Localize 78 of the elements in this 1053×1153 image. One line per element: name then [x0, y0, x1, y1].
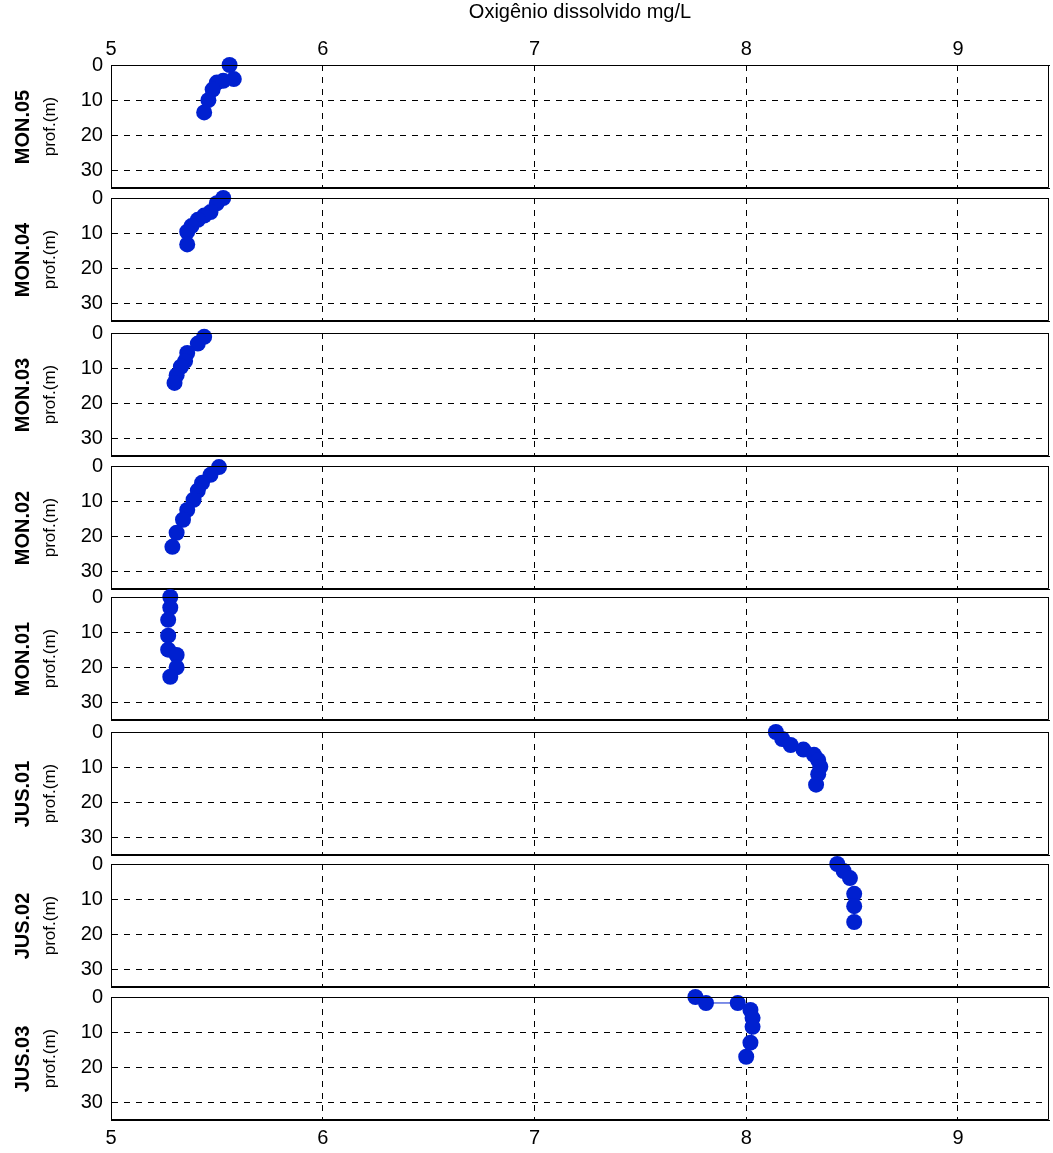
y-tick-label: 0 [91, 851, 103, 874]
y-tick-label: 20 [80, 523, 103, 546]
point [697, 994, 714, 1011]
text: JUS.03 [10, 1025, 34, 1092]
point [729, 994, 746, 1011]
x2-tick-label: 6 [317, 36, 329, 59]
y-tick-label: 30 [80, 689, 103, 712]
y-tick-label: 20 [80, 255, 103, 278]
y-tick-label: 30 [80, 425, 103, 448]
point [168, 524, 185, 541]
point [742, 1034, 759, 1051]
y-tick-label: 0 [91, 320, 103, 343]
y-axis-title: prof.(m) [39, 763, 59, 824]
text: MON.02 [10, 490, 34, 565]
text: JUS.02 [10, 892, 34, 959]
y-tick-label: 20 [80, 122, 103, 145]
y-tick-label: 10 [80, 355, 103, 378]
point [846, 913, 863, 930]
y-tick-label: 30 [80, 157, 103, 180]
point [164, 538, 181, 555]
y-tick-label: 10 [80, 886, 103, 909]
y-tick-label: 10 [80, 220, 103, 243]
y-tick-label: 10 [80, 488, 103, 511]
text: JUS.01 [10, 760, 34, 827]
y-tick-label: 20 [80, 789, 103, 812]
y-tick-label: 30 [80, 558, 103, 581]
x-tick-label: 6 [317, 1125, 329, 1148]
y-tick-label: 10 [80, 87, 103, 110]
y-tick-label: 20 [80, 921, 103, 944]
y-axis-title: prof.(m) [39, 628, 59, 689]
y-tick-label: 30 [80, 824, 103, 847]
y-axis-title: prof.(m) [39, 229, 59, 290]
y-tick-label: 0 [91, 185, 103, 208]
text: MON.01 [10, 621, 34, 696]
y-tick-label: 0 [91, 52, 103, 75]
y-axis-title: prof.(m) [39, 364, 59, 425]
x2-axis-title: Oxigênio dissolvido mg/L [468, 0, 692, 22]
y-tick-label: 0 [91, 984, 103, 1007]
y-tick-label: 10 [80, 754, 103, 777]
y-tick-label: 10 [80, 1019, 103, 1042]
y-axis-title: prof.(m) [39, 1028, 59, 1089]
point [189, 335, 206, 352]
point [179, 236, 196, 253]
x2-tick-label: 9 [952, 36, 964, 59]
y-tick-label: 30 [80, 956, 103, 979]
point [196, 104, 213, 121]
x-tick-label: 8 [740, 1125, 752, 1148]
point [738, 1048, 755, 1065]
y-tick-label: 30 [80, 1089, 103, 1112]
point [846, 898, 863, 915]
y-tick-label: 20 [80, 654, 103, 677]
x-tick-label: 7 [528, 1125, 541, 1148]
point [808, 776, 825, 793]
point [782, 737, 799, 753]
point [841, 870, 858, 887]
y-tick-label: 20 [80, 1054, 103, 1077]
y-tick-label: 10 [80, 619, 103, 642]
y-axis-title: prof.(m) [39, 96, 59, 157]
x2-tick-label: 5 [105, 36, 117, 59]
text: MON.05 [10, 89, 34, 164]
x2-tick-label: 7 [528, 36, 541, 59]
point [200, 92, 217, 109]
point [174, 511, 191, 528]
y-tick-label: 20 [80, 390, 103, 413]
y-tick-label: 0 [91, 584, 103, 607]
x2-tick-label: 8 [740, 36, 752, 59]
text: MON.04 [10, 222, 34, 297]
point [160, 611, 177, 628]
text: MON.03 [10, 357, 34, 432]
point [160, 627, 177, 644]
y-tick-label: 0 [91, 719, 103, 742]
x-tick-label: 5 [105, 1125, 117, 1148]
point [162, 668, 179, 685]
x-tick-label: 9 [952, 1125, 964, 1148]
y-tick-label: 30 [80, 290, 103, 313]
y-axis-title: prof.(m) [39, 497, 59, 558]
y-axis-title: prof.(m) [39, 895, 59, 956]
y-tick-label: 0 [91, 453, 103, 476]
